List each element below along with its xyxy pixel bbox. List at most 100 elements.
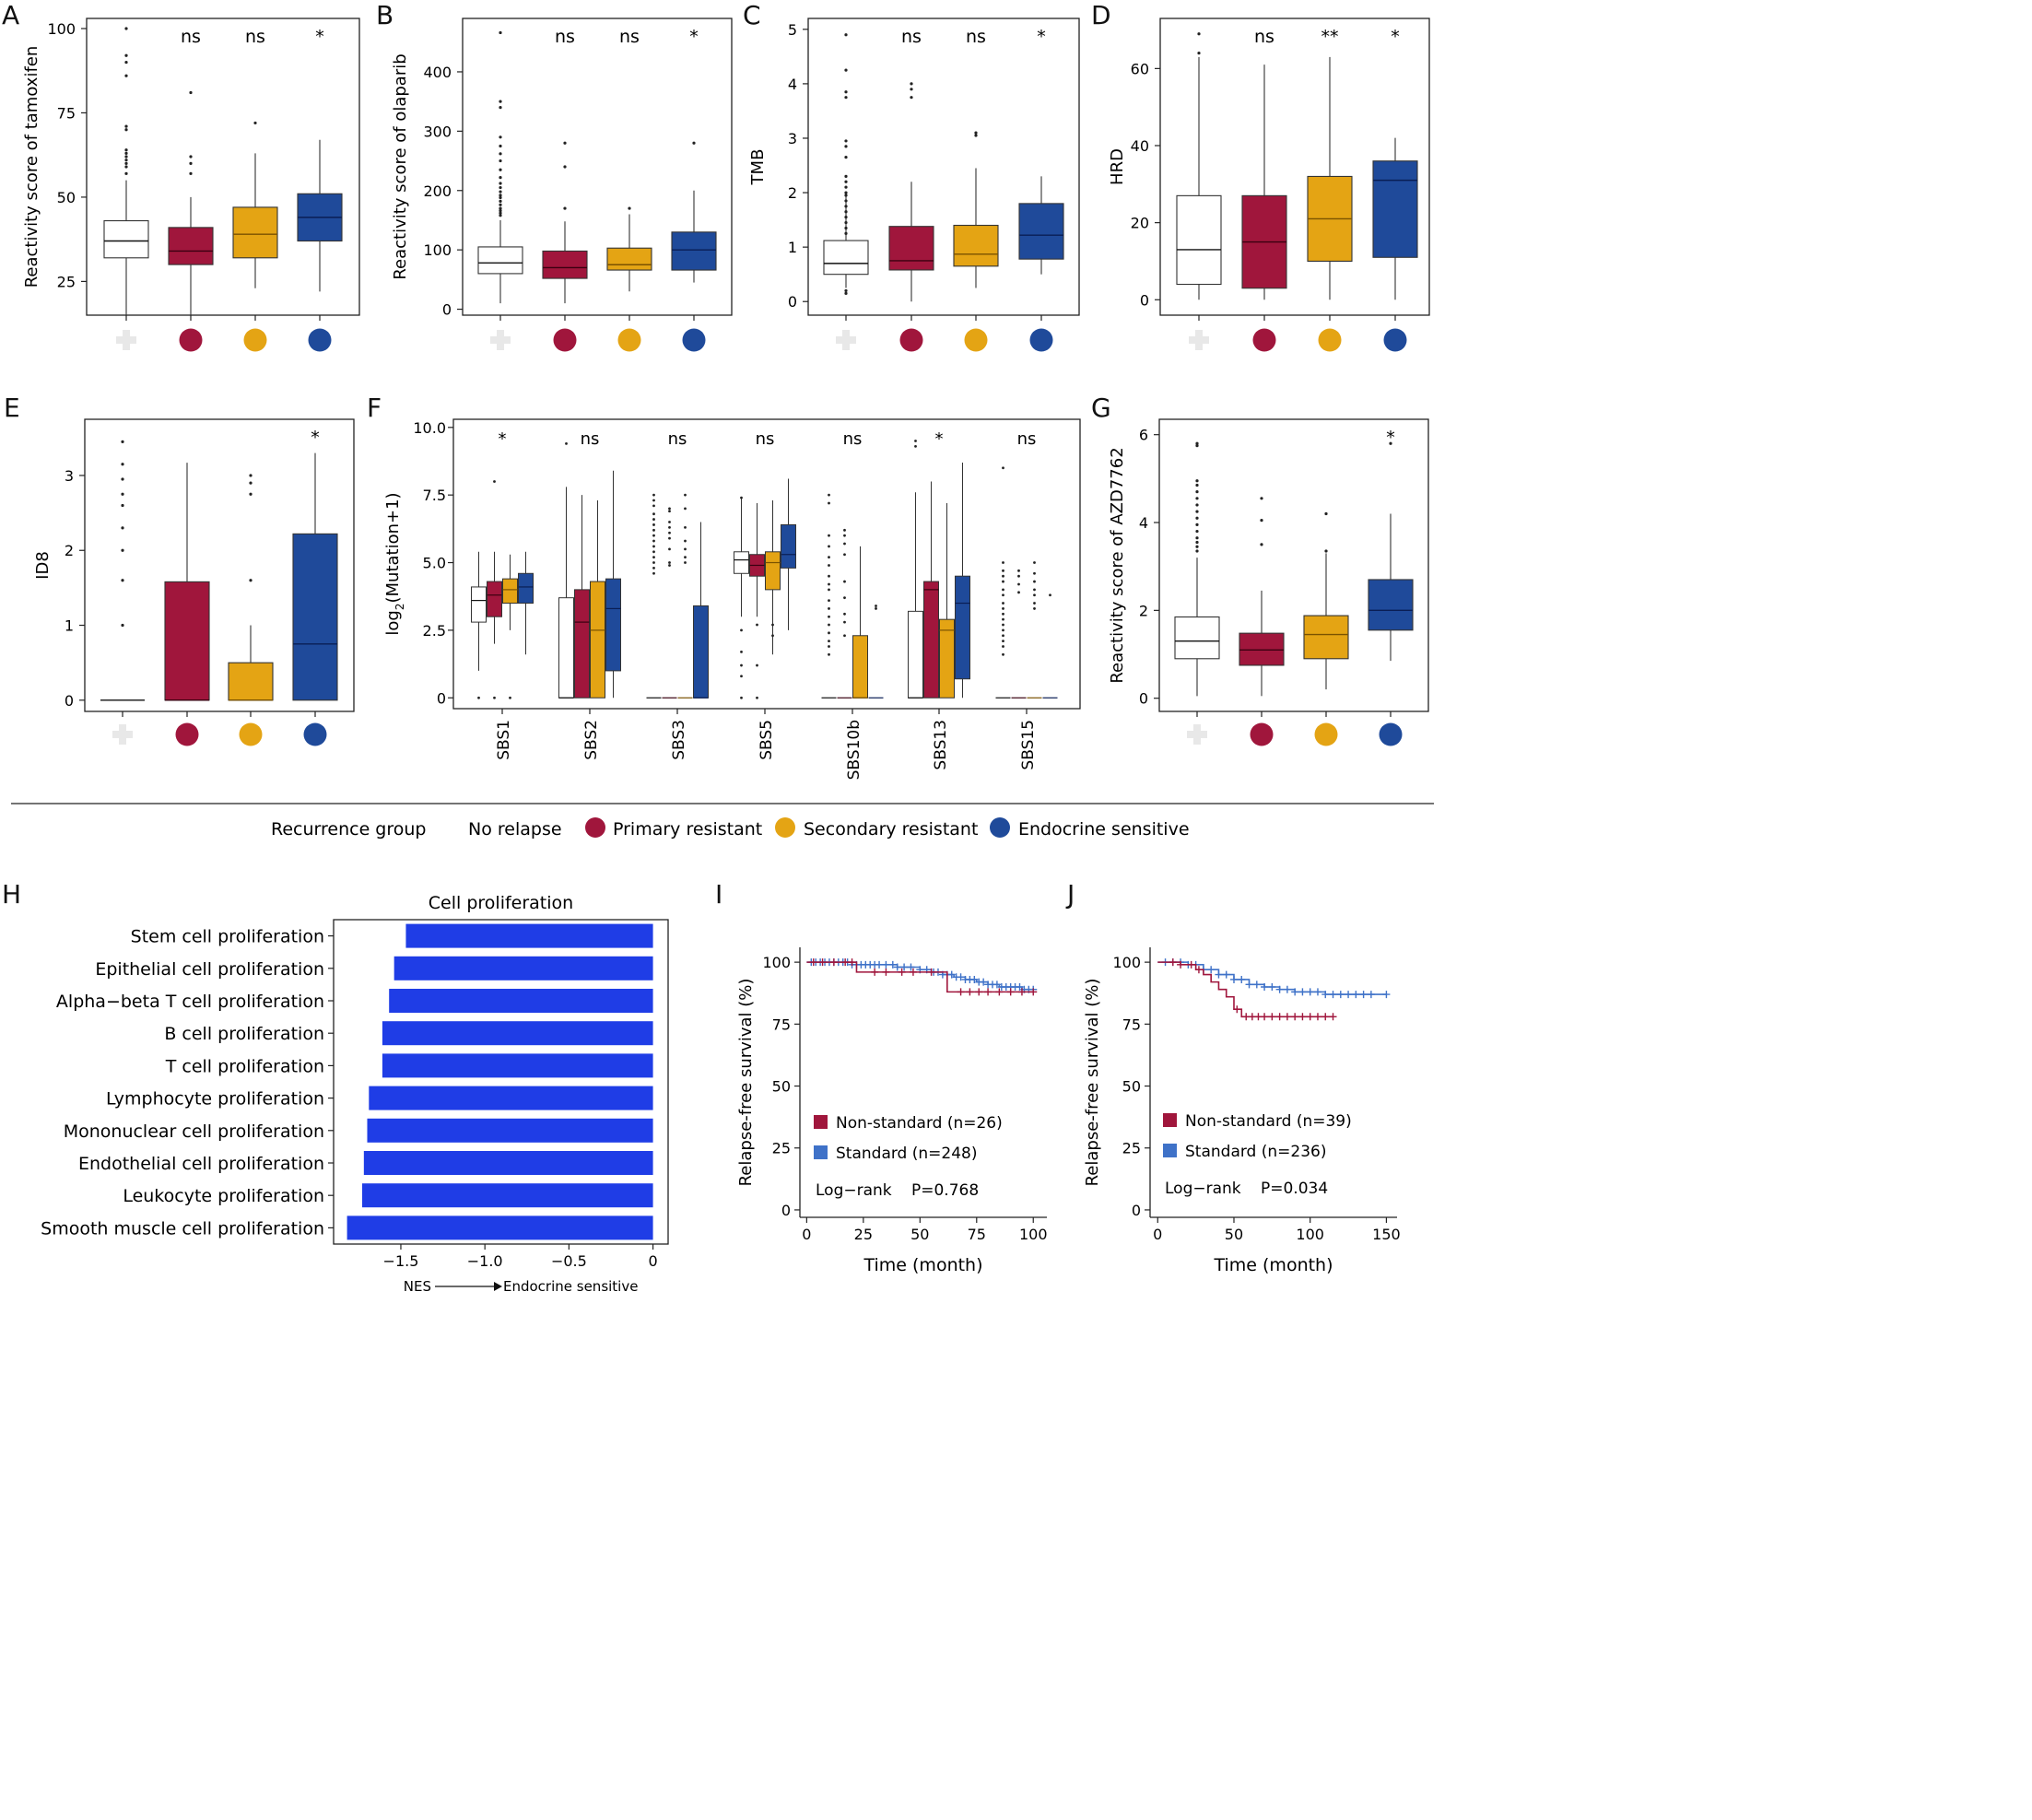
censor-mark: [1245, 980, 1253, 989]
arrow-head: [494, 1282, 502, 1291]
outlier-point: [844, 199, 848, 203]
outlier-point: [124, 148, 128, 152]
outlier-point: [843, 528, 846, 532]
outlier-point: [189, 161, 193, 165]
outlier-point: [499, 185, 502, 190]
legend-label-km_nonstd: Non-standard (n=26): [836, 1114, 1003, 1133]
censor-mark: [1329, 991, 1337, 999]
outlier-point: [910, 88, 913, 91]
y-tick-label: 2.5: [423, 622, 446, 640]
censor-mark: [907, 963, 915, 971]
y-tick-label: 25: [772, 1140, 791, 1157]
x-tick-label: 75: [968, 1226, 986, 1243]
significance-label: ns: [1017, 429, 1037, 449]
y-tick-label: 2: [1139, 602, 1148, 619]
x-tick-label: −1.5: [383, 1252, 419, 1270]
plot-frame: [807, 18, 1080, 316]
outlier-point: [1002, 593, 1004, 597]
outlier-point: [844, 185, 848, 189]
censor-mark: [1006, 988, 1015, 996]
outlier-point: [189, 155, 193, 159]
censor-mark: [888, 960, 897, 969]
outlier-point: [652, 567, 655, 569]
outlier-point: [684, 539, 687, 543]
plot-frame: [333, 919, 669, 1245]
censor-mark: [1352, 991, 1360, 999]
nes-bar: [367, 1118, 653, 1143]
outlier-point: [828, 588, 830, 592]
y-tick-label: 1: [65, 617, 74, 635]
panel-h-nes-barplot: Cell proliferation Stem cell proliferatio…: [41, 893, 669, 1295]
box-secondary: [590, 581, 605, 699]
censor-mark: [1187, 960, 1195, 969]
outlier-point: [124, 151, 128, 155]
outlier-point: [499, 152, 502, 156]
outlier-point: [844, 68, 848, 72]
plot-frame: [1158, 418, 1429, 712]
outlier-point: [499, 211, 502, 215]
box-primary: [487, 581, 502, 617]
outlier-point: [124, 124, 128, 128]
censor-mark: [1238, 975, 1246, 983]
y-tick-label: 300: [423, 123, 452, 140]
group-marker-sensitive: [1383, 328, 1407, 352]
censor-mark: [818, 958, 827, 967]
outlier-point: [652, 550, 655, 554]
outlier-point: [1389, 441, 1392, 445]
y-tick-label: 6: [1139, 427, 1148, 444]
panel-letter-f: F: [367, 393, 382, 423]
y-axis-label: HRD: [1108, 148, 1127, 185]
y-tick-label: 5.0: [423, 555, 446, 572]
x-tick-label: 100: [1296, 1226, 1324, 1243]
outlier-point: [756, 663, 758, 667]
panel-e-id8-boxplot: 0 1 2 3 ID8 *: [33, 418, 355, 746]
stat-p-value: P=0.768: [911, 1181, 979, 1200]
outlier-point: [1260, 519, 1263, 523]
outlier-point: [1195, 545, 1199, 548]
group-marker-sensitive: [1379, 722, 1403, 746]
panel-letter-e: E: [4, 393, 20, 423]
outlier-point: [684, 547, 687, 551]
category-label: Lymphocyte proliferation: [106, 1089, 324, 1110]
outlier-point: [740, 696, 743, 699]
outlier-point: [828, 574, 830, 578]
outlier-point: [121, 503, 124, 508]
box-primary: [1239, 632, 1285, 666]
censor-mark: [882, 960, 890, 969]
censor-mark: [1345, 991, 1353, 999]
outlier-point: [843, 634, 846, 638]
censor-mark: [1268, 1013, 1276, 1021]
panel-j-km-survival: 0 25 50 75 100 0 50 100 150 Time (month) Relapse-f…: [1083, 947, 1401, 1275]
censor-mark: [1233, 1005, 1241, 1014]
box-primary: [168, 227, 214, 265]
outlier-point: [1002, 574, 1004, 578]
nes-bar: [389, 989, 653, 1013]
nes-bar: [382, 1053, 653, 1078]
outlier-point: [1195, 483, 1199, 487]
outlier-point: [684, 556, 687, 559]
y-tick-label: 75: [1122, 1016, 1141, 1033]
outlier-point: [828, 534, 830, 537]
outlier-point: [563, 206, 567, 210]
outlier-point: [121, 623, 124, 628]
stat-test-label: Log−rank: [816, 1181, 892, 1200]
legend-label-km_std: Standard (n=236): [1185, 1143, 1326, 1161]
outlier-point: [1195, 497, 1199, 500]
category-label: T cell proliferation: [165, 1056, 324, 1076]
censor-mark: [1194, 966, 1203, 974]
outlier-point: [499, 182, 502, 185]
censor-mark: [1215, 970, 1223, 979]
y-axis-label: Relapse-free survival (%): [736, 979, 756, 1187]
x-tick-label: 100: [1019, 1226, 1048, 1243]
outlier-point: [1017, 582, 1020, 586]
significance-label: *: [499, 429, 507, 449]
figure-canvas: A B C D E F G H I J 25 50 75 100 Reactivity …: [2, 0, 1434, 1295]
y-axis-label-sub: 2: [393, 604, 406, 611]
outlier-point: [121, 492, 124, 496]
x-axis-label-nes: NES: [404, 1278, 431, 1294]
panel-letter-a: A: [2, 0, 19, 30]
y-tick-label: 100: [423, 241, 452, 259]
outlier-point: [843, 553, 846, 557]
outlier-point: [844, 90, 848, 94]
outlier-point: [668, 547, 671, 551]
